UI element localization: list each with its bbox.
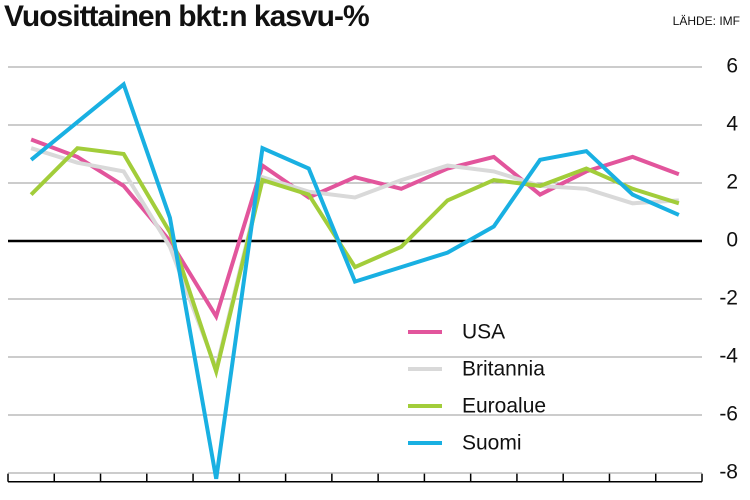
legend-label: Britannia <box>462 358 545 381</box>
line <box>29 81 680 480</box>
y-tick-label: 0 <box>726 229 738 252</box>
y-tick-label: 6 <box>726 55 738 78</box>
line <box>30 137 680 322</box>
y-tick-label: -6 <box>719 403 738 426</box>
legend-label: Euroalue <box>462 395 546 418</box>
y-tick-label: -4 <box>719 345 738 368</box>
y-tick-label: 2 <box>726 171 738 194</box>
y-tick-label: 4 <box>726 113 738 136</box>
line <box>30 146 679 376</box>
line <box>29 146 680 379</box>
legend-label: Suomi <box>462 432 522 455</box>
legend-label: USA <box>462 321 505 344</box>
chart-title: Vuosittainen bkt:n kasvu-% <box>4 0 369 33</box>
y-tick-label: -2 <box>719 287 738 310</box>
y-tick-label: -8 <box>719 461 738 484</box>
source: LÄHDE: IMF <box>673 14 740 28</box>
